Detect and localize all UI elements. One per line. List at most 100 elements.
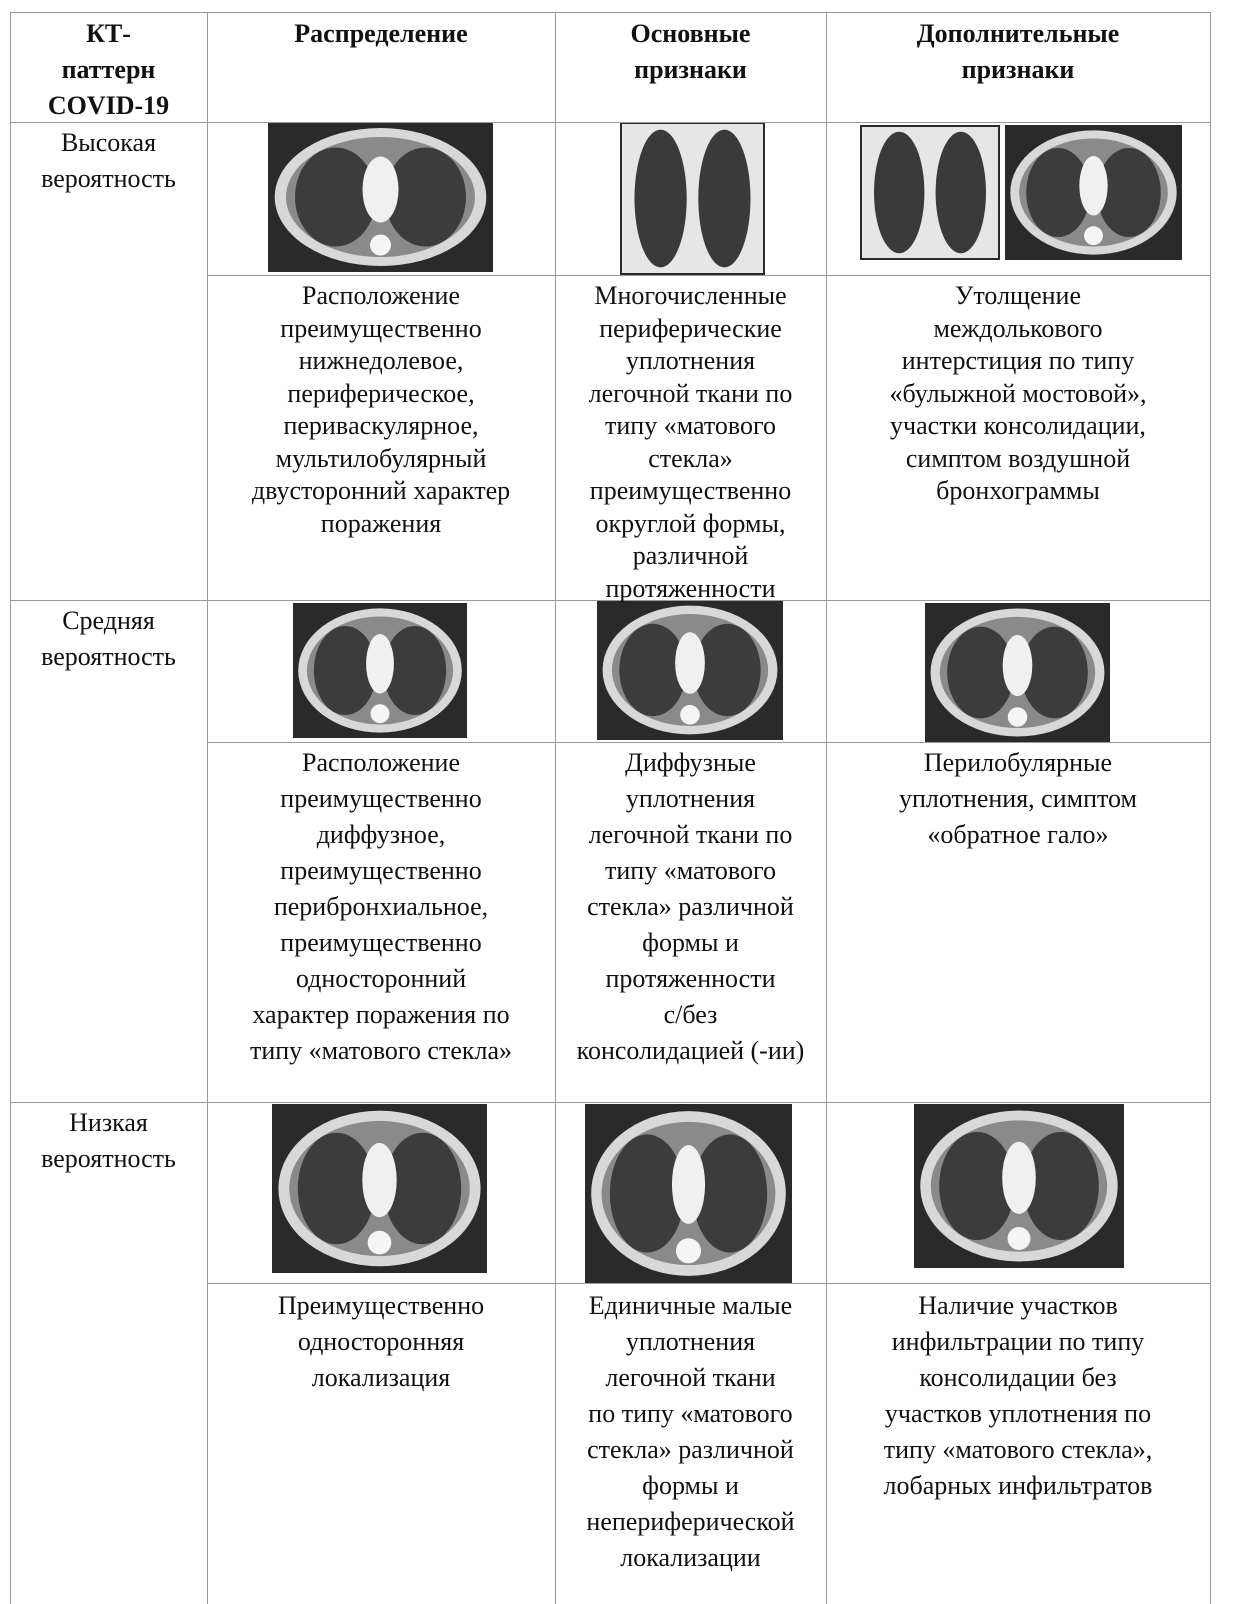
ct-shape bbox=[939, 1131, 1015, 1241]
text-line: типу «матового стекла» bbox=[249, 1036, 513, 1065]
ct-image bbox=[914, 1104, 1124, 1268]
header-cell: Дополнительные признаки bbox=[826, 16, 1210, 88]
text-line: протяженности bbox=[605, 964, 776, 993]
text-line: инфильтрации по типу bbox=[891, 1327, 1145, 1356]
ct-image bbox=[925, 603, 1110, 742]
text-line: Перилобулярные bbox=[923, 748, 1113, 777]
text-line: «обратное гало» bbox=[927, 820, 1109, 849]
text-line: консолидации без bbox=[919, 1363, 1117, 1392]
text-line: преимущественно bbox=[280, 928, 482, 957]
header-cell: Распределение bbox=[207, 16, 555, 52]
header-cell: Основные признаки bbox=[555, 16, 826, 88]
text-line: округлой формы, bbox=[595, 508, 786, 538]
ct-shape bbox=[874, 131, 925, 254]
row-border bbox=[10, 600, 1210, 601]
ct-shape bbox=[1021, 626, 1088, 719]
text-line: легочной ткани по bbox=[588, 378, 793, 408]
text-line: Расположение bbox=[302, 748, 460, 777]
text-line: Утолщение bbox=[955, 281, 1081, 310]
row-label: Средняя вероятность bbox=[10, 603, 207, 675]
text-line: «булыжной мостовой», bbox=[889, 378, 1147, 408]
column-border bbox=[555, 12, 556, 1604]
text-line: перивaскулярное, bbox=[283, 411, 479, 440]
ct-shape bbox=[1026, 147, 1090, 238]
ct-shape bbox=[1002, 634, 1033, 697]
ct-shape bbox=[370, 234, 391, 256]
description: Преимущественно односторонняя локализация bbox=[207, 1288, 555, 1396]
ct-shape bbox=[383, 625, 447, 716]
ct-image bbox=[293, 603, 467, 738]
text-line: с/без bbox=[663, 1000, 718, 1029]
row-border bbox=[10, 122, 1210, 123]
text-line: Дополнительные bbox=[916, 19, 1120, 48]
ct-shape bbox=[366, 634, 394, 694]
text-line: бронхограммы bbox=[936, 476, 1100, 505]
text-line: преимущественно bbox=[280, 784, 482, 813]
ct-shape bbox=[362, 156, 399, 223]
description: Многочисленные периферические уплотнения ле… bbox=[555, 280, 826, 605]
text-line: Основные bbox=[630, 19, 751, 48]
row-label: Низкая вероятность bbox=[10, 1105, 207, 1177]
ct-shape bbox=[675, 632, 705, 694]
description: Перилобулярные уплотнения, симптом «обратн… bbox=[826, 745, 1210, 853]
ct-image bbox=[597, 600, 783, 740]
ct-shape bbox=[370, 704, 390, 724]
text-line: Наличие участков bbox=[918, 1291, 1118, 1320]
ct-shape bbox=[297, 1132, 376, 1245]
description: Расположение преимущественно диффузное, пре… bbox=[207, 745, 555, 1069]
text-line: Расположение bbox=[302, 281, 460, 310]
text-line: периферические bbox=[599, 313, 782, 343]
text-line: уплотнения bbox=[625, 346, 756, 375]
description: Диффузные уплотнения легочной ткани по типу… bbox=[555, 745, 826, 1069]
text-line: диффузное, bbox=[316, 820, 446, 849]
ct-shape bbox=[1002, 1141, 1036, 1214]
text-line: типу «матового bbox=[605, 856, 776, 885]
text-line: поражения bbox=[320, 508, 442, 538]
text-line: симптом воздушной bbox=[905, 443, 1131, 473]
column-border bbox=[10, 12, 11, 1604]
ct-shape bbox=[362, 1142, 397, 1218]
text-line: уплотнения bbox=[625, 784, 756, 813]
text-line: Распределение bbox=[294, 19, 468, 48]
ct-image bbox=[620, 122, 765, 275]
row-border bbox=[10, 1102, 1210, 1103]
text-line: локализация bbox=[311, 1363, 451, 1392]
text-line: Средняя bbox=[62, 606, 155, 635]
ct-shape bbox=[367, 1230, 392, 1255]
text-line: признаки bbox=[634, 55, 747, 84]
header-cell: КТ-паттерн COVID-19 bbox=[10, 16, 207, 124]
text-line: вероятность bbox=[41, 1144, 176, 1173]
text-line: консолидацией (-ии) bbox=[576, 1036, 805, 1065]
ct-shape bbox=[947, 626, 1014, 719]
text-line: участков уплотнения по bbox=[884, 1399, 1152, 1428]
text-line: КТ- bbox=[86, 19, 131, 48]
column-border bbox=[826, 12, 827, 1604]
description: Единичные малые уплотнения легочной ткани п… bbox=[555, 1288, 826, 1576]
text-line: участки консолидации, bbox=[890, 411, 1146, 440]
ct-shape bbox=[1023, 1131, 1099, 1241]
text-line: преимущественно bbox=[589, 476, 792, 505]
text-line: стекла» различной bbox=[587, 1435, 794, 1464]
text-line: признаки bbox=[961, 55, 1075, 84]
description: Расположение преимущественно нижнедолевое,… bbox=[207, 280, 555, 540]
ct-shape bbox=[385, 147, 466, 247]
row-border bbox=[207, 742, 1210, 743]
ct-shape bbox=[675, 1238, 702, 1264]
text-line: интерстиция по типу bbox=[901, 346, 1135, 375]
ct-shape bbox=[609, 1134, 685, 1253]
text-line: COVID-19 bbox=[47, 91, 170, 120]
text-line: Диффузные bbox=[625, 748, 756, 777]
text-line: непериферической bbox=[586, 1507, 795, 1536]
text-line: перибронхиальное, bbox=[273, 892, 489, 921]
ct-image bbox=[585, 1104, 792, 1283]
text-line: стекла» bbox=[648, 443, 733, 473]
row-border bbox=[207, 1283, 1210, 1284]
text-line: Высокая bbox=[60, 128, 157, 157]
text-line: односторонняя bbox=[297, 1327, 465, 1356]
ct-shape bbox=[295, 147, 376, 247]
text-line: преимущественно bbox=[280, 313, 482, 343]
ct-shape bbox=[1007, 707, 1028, 727]
text-line: легочной ткани по bbox=[588, 820, 793, 849]
description: Утолщение междолькового интерстиция по тип… bbox=[826, 280, 1210, 508]
